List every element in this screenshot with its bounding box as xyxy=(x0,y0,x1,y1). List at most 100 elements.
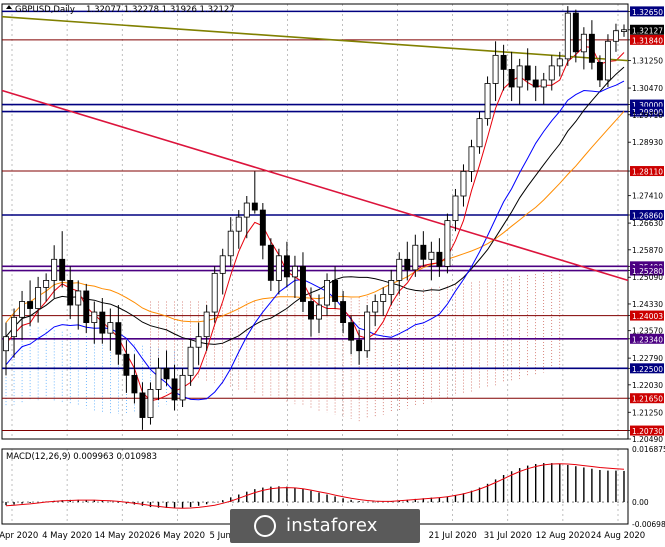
x-tick-label: 26 May 2020 xyxy=(150,531,205,541)
y-tick-label: 1.22030 xyxy=(632,381,663,390)
y-tick-label: 1.25870 xyxy=(632,246,663,255)
y-tick-label: 1.23570 xyxy=(632,327,663,336)
y-tick-label: 1.26630 xyxy=(632,219,663,228)
candle-body xyxy=(621,29,627,32)
candle-body xyxy=(476,118,483,148)
candle-body xyxy=(404,258,411,271)
candle-body xyxy=(356,339,363,352)
candle-body xyxy=(500,54,507,70)
watermark-text: instaforex xyxy=(286,515,378,536)
price-tag-box xyxy=(630,425,664,436)
y-tick-label: 1.25090 xyxy=(632,273,663,282)
x-tick-label: 21 Jul 2020 xyxy=(429,531,477,541)
y-tick-label: 1.26860 xyxy=(632,211,663,220)
y-tick-label: 1.29710 xyxy=(632,111,663,120)
y-tick-label: 1.24003 xyxy=(632,312,663,321)
price-tag-box xyxy=(630,99,664,110)
candle-body xyxy=(516,65,523,88)
candle-body xyxy=(612,30,619,42)
y-tick-label: 1.32650 xyxy=(632,8,663,17)
price-tag-box xyxy=(630,209,664,220)
candle-body xyxy=(259,209,266,246)
candle-body xyxy=(412,244,419,271)
candle-body xyxy=(43,280,50,288)
candle-body xyxy=(436,251,443,267)
y-tick-label: 1.29800 xyxy=(632,108,663,117)
olive-trend-line xyxy=(1,15,629,62)
y-tick-label: 1.32127 xyxy=(632,26,663,35)
candle-body xyxy=(291,265,298,278)
candle-body xyxy=(75,290,82,306)
candle-body xyxy=(308,301,314,320)
y-tick-label: 1.27410 xyxy=(632,192,663,201)
candle-body xyxy=(171,378,178,401)
y-tick-label: 1.30000 xyxy=(632,101,663,110)
candle-body xyxy=(67,280,74,306)
candle-body xyxy=(460,170,467,197)
candle-body xyxy=(316,304,322,320)
candle-body xyxy=(420,244,427,260)
price-tag-box xyxy=(630,6,664,17)
macd-y-tick-label: -0.006989 xyxy=(632,520,665,529)
price-tag-box xyxy=(630,166,664,177)
candle-body xyxy=(380,294,387,302)
candle-body xyxy=(508,69,515,88)
candle-body xyxy=(251,202,258,211)
candle-body xyxy=(19,301,26,318)
candle-body xyxy=(324,280,331,306)
candle-body xyxy=(275,255,282,281)
candle-body xyxy=(548,65,555,81)
candle-body xyxy=(540,79,547,88)
price-tag-box xyxy=(630,333,664,344)
candle-body xyxy=(139,392,146,418)
candle-body xyxy=(444,220,451,267)
candle-body xyxy=(91,311,98,324)
x-tick-label: 4 May 2020 xyxy=(42,531,92,541)
candle-body xyxy=(219,255,226,274)
macd-signal-line xyxy=(5,463,625,509)
candle-body xyxy=(428,251,435,260)
y-tick-label: 1.24330 xyxy=(632,300,663,309)
y-tick-label: 1.22500 xyxy=(632,365,663,374)
candle-body xyxy=(580,33,587,53)
candle-body xyxy=(187,346,194,376)
candle-body xyxy=(332,280,339,302)
watermark-banner: instaforex xyxy=(230,509,420,543)
chart-symbol-label: GBPUSD,Daily xyxy=(15,5,75,15)
candle-body xyxy=(107,322,114,334)
y-tick-label: 1.20490 xyxy=(632,435,663,444)
y-tick-label: 1.30470 xyxy=(632,84,663,93)
candle-body xyxy=(11,316,18,338)
ma-black-line xyxy=(5,66,625,345)
macd-label: MACD(12,26,9) 0.009963 0.010983 xyxy=(6,452,157,462)
candle-body xyxy=(267,244,274,281)
candle-body xyxy=(131,374,138,394)
macd-y-tick-label: 0.00 xyxy=(632,498,649,507)
chart-ohlc-label: 1.32077 1.32278 1.31926 1.32127 xyxy=(86,5,235,15)
candle-body xyxy=(604,40,611,81)
price-tag-box xyxy=(630,393,664,404)
x-tick-label: 12 Aug 2020 xyxy=(536,531,590,541)
candle-body xyxy=(115,322,122,355)
candle-body xyxy=(51,258,58,281)
x-tick-label: 14 May 2020 xyxy=(94,531,149,541)
candle-body xyxy=(524,65,531,81)
price-tag-box xyxy=(630,34,664,45)
candle-body xyxy=(283,255,290,278)
candle-body xyxy=(468,146,475,172)
candle-body xyxy=(3,336,9,352)
x-tick-label: 22 Apr 2020 xyxy=(0,531,38,541)
candle-body xyxy=(564,12,571,60)
candle-body xyxy=(452,195,459,222)
candle-body xyxy=(396,258,403,281)
candle-body xyxy=(163,367,170,380)
candle-body xyxy=(492,54,499,84)
candle-body xyxy=(27,301,34,309)
y-tick-label: 1.31840 xyxy=(632,36,663,45)
candle-body xyxy=(532,79,539,88)
candle-body xyxy=(203,311,210,338)
y-tick-label: 1.28930 xyxy=(632,138,663,147)
price-tag-box xyxy=(630,363,664,374)
